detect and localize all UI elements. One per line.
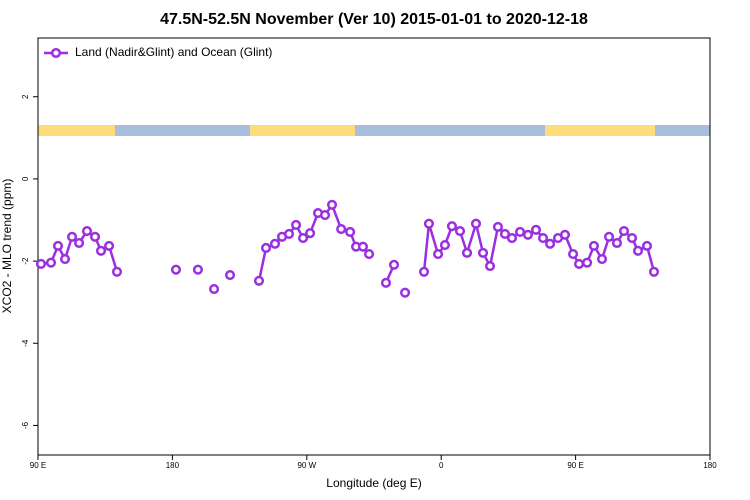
data-point — [484, 260, 496, 272]
data-point — [477, 247, 489, 258]
data-point — [224, 270, 236, 281]
data-point — [269, 238, 281, 249]
data-point — [388, 259, 400, 270]
data-point — [641, 240, 653, 251]
data-point — [59, 253, 71, 265]
data-point — [170, 264, 182, 275]
data-point — [433, 249, 444, 260]
data-point — [253, 275, 265, 286]
data-point — [104, 240, 115, 251]
data-point — [530, 224, 542, 235]
data-point — [45, 257, 57, 268]
data-point — [400, 287, 411, 298]
data-point — [81, 226, 93, 237]
data-point — [418, 266, 430, 277]
data-point — [52, 240, 64, 251]
data-point — [545, 238, 556, 249]
data-point — [305, 228, 316, 239]
land-ocean-strip — [38, 125, 710, 136]
data-point — [319, 210, 331, 221]
y-tick-label: 2 — [21, 94, 30, 99]
data-point — [290, 219, 302, 230]
data-line — [40, 203, 656, 284]
y-tick-label: -6 — [21, 421, 30, 429]
x-tick-label: 90 W — [297, 461, 316, 470]
data-point — [514, 226, 526, 237]
data-point — [568, 249, 579, 260]
x-tick-label: 180 — [703, 461, 717, 470]
data-point — [626, 233, 638, 244]
data-point — [470, 218, 482, 229]
data-point — [74, 237, 85, 249]
data-point — [596, 253, 608, 265]
x-tick-label: 180 — [166, 461, 180, 470]
data-point — [522, 229, 534, 240]
x-axis-label: Longitude (deg E) — [326, 476, 421, 490]
data-point — [336, 223, 347, 235]
data-point — [618, 226, 630, 237]
data-point — [345, 226, 356, 237]
data-point — [298, 233, 309, 244]
data-point — [537, 233, 549, 244]
y-tick-label: -4 — [21, 339, 30, 347]
x-tick-label: 90 E — [30, 461, 46, 470]
data-point — [357, 241, 368, 252]
data-point — [604, 231, 615, 242]
x-tick-label: 0 — [439, 461, 444, 470]
data-point — [364, 249, 375, 260]
data-point — [35, 258, 47, 270]
data-point — [573, 258, 585, 270]
data-point — [461, 247, 473, 258]
chart-title: 47.5N-52.5N November (Ver 10) 2015-01-01… — [160, 11, 588, 28]
data-point — [588, 240, 600, 251]
legend-marker — [50, 47, 62, 59]
data-point — [506, 233, 518, 244]
legend-label: Land (Nadir&Glint) and Ocean (Glint) — [75, 45, 272, 59]
data-point — [192, 264, 203, 275]
data-point — [632, 245, 644, 256]
data-point — [95, 245, 107, 256]
x-tick-label: 90 E — [567, 461, 583, 470]
y-tick-label: 0 — [21, 176, 30, 181]
data-point — [423, 218, 435, 229]
data-point — [439, 240, 450, 251]
data-point — [454, 226, 466, 237]
data-point — [611, 237, 623, 249]
data-point — [260, 242, 272, 253]
data-point — [326, 199, 338, 210]
data-point — [648, 266, 660, 277]
data-point — [446, 221, 458, 232]
data-point — [66, 231, 78, 242]
plot-frame — [37, 37, 711, 456]
data-point — [499, 228, 511, 240]
data-point — [492, 221, 503, 233]
data-point — [209, 283, 220, 295]
data-point — [111, 266, 123, 277]
y-tick-label: -2 — [21, 257, 30, 265]
data-point — [89, 231, 101, 242]
data-point — [283, 228, 295, 240]
data-point — [582, 257, 593, 268]
y-axis-label: XCO2 - MLO trend (ppm) — [0, 179, 14, 314]
data-point — [380, 277, 391, 288]
data-point — [559, 229, 571, 240]
